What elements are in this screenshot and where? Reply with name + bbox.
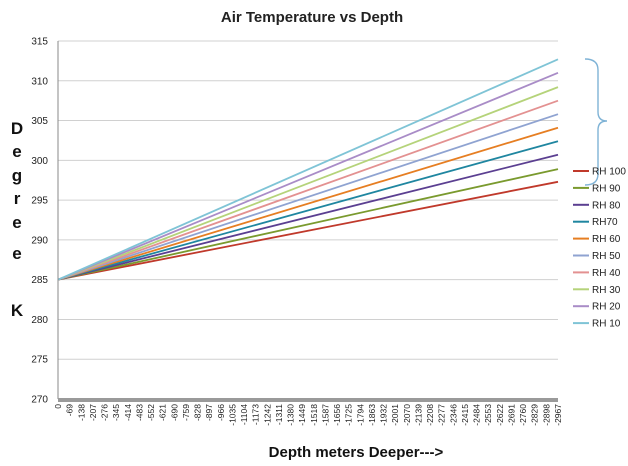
x-tick-label: -828 [193, 404, 203, 421]
x-tick-label: -276 [100, 404, 110, 421]
x-tick-label: -1932 [379, 404, 389, 426]
legend-label: RH 10 [592, 319, 621, 330]
series-line [57, 71, 559, 281]
x-tick-label: -2001 [390, 404, 400, 426]
y-tick-label: 295 [31, 196, 48, 207]
y-tick-label: 305 [31, 116, 48, 127]
y-tick-label: 300 [31, 156, 48, 167]
x-tick-label: -2691 [506, 404, 516, 426]
x-tick-label: -1104 [239, 404, 249, 425]
axes [57, 41, 558, 402]
y-axis-label-char: e [12, 213, 21, 232]
x-tick-label: -1794 [355, 404, 365, 426]
series-line [57, 113, 559, 281]
x-axis-line [58, 398, 558, 402]
x-tick-label: -1311 [274, 404, 284, 425]
x-tick-label: -2346 [448, 404, 458, 426]
x-tick-label: -2484 [472, 404, 482, 426]
x-tick-label: -2898 [541, 404, 551, 426]
series-line [57, 86, 559, 281]
x-tick-label: -1587 [320, 404, 330, 426]
y-axis-label-char: e [12, 142, 21, 161]
x-tick-label: -621 [158, 404, 168, 421]
x-tick-label: -414 [123, 404, 133, 421]
y-tick-label: 275 [31, 355, 48, 366]
x-tick-label: -966 [216, 404, 226, 421]
y-axis-label-char: e [12, 244, 21, 263]
x-tick-label: -2070 [402, 404, 412, 426]
y-axis-label-char: D [11, 119, 23, 138]
x-tick-label: -2622 [495, 404, 505, 426]
x-tick-label: -345 [111, 404, 121, 421]
x-tick-label: -1449 [297, 404, 307, 426]
x-tick-label: -207 [88, 404, 98, 421]
legend-label: RH 50 [592, 251, 621, 262]
x-tick-label: -2967 [553, 404, 563, 426]
x-tick-label: -1035 [227, 404, 237, 426]
series-line [57, 126, 559, 281]
x-tick-label: -2415 [460, 404, 470, 426]
y-tick-label: 310 [31, 76, 48, 87]
y-axis-label-char: g [12, 166, 22, 185]
legend-label: RH 40 [592, 268, 621, 279]
series-line [57, 99, 559, 281]
x-tick-label: -1173 [251, 404, 261, 425]
series-line [57, 140, 559, 281]
legend-label: RH 90 [592, 183, 621, 194]
legend-label: RH70 [592, 217, 618, 228]
y-tick-label: 270 [31, 395, 48, 406]
x-tick-label: -1656 [332, 404, 342, 426]
x-tick-label: -759 [181, 404, 191, 421]
y-tick-label: 290 [31, 235, 48, 246]
legend-label: RH 30 [592, 285, 621, 296]
x-tick-label: -69 [65, 404, 75, 417]
series-line [57, 58, 559, 281]
x-tick-label: -552 [146, 404, 156, 421]
legend-brace [584, 58, 608, 186]
y-tick-label: 315 [31, 37, 48, 48]
x-tick-label: 0 [53, 404, 63, 409]
x-tick-label: -483 [134, 404, 144, 421]
legend-label: RH 100 [592, 167, 626, 178]
x-tick-label: -1863 [367, 404, 377, 426]
legend-label: RH 60 [592, 234, 621, 245]
y-tick-label: 285 [31, 275, 48, 286]
x-tick-labels: 0 -69 -138 -207 -276 -345 -414 -483 -552 -621 -690… [53, 404, 563, 426]
x-tick-label: -2760 [518, 404, 528, 426]
x-tick-label: -2829 [530, 404, 540, 426]
x-tick-label: -2139 [413, 404, 423, 426]
x-tick-label: -690 [169, 404, 179, 421]
y-tick-labels: 270 275 280 285 290 295 300 305 310 315 [31, 37, 48, 406]
chart-title: Air Temperature vs Depth [221, 9, 403, 26]
x-axis-label: Depth meters Deeper---> [269, 444, 444, 461]
legend: RH 100 RH 90 RH 80 RH70 RH 60 RH 50 RH 40 RH 30… [573, 167, 626, 330]
x-tick-label: -897 [204, 404, 214, 421]
series-line [57, 168, 559, 281]
y-axis-label-char: r [14, 189, 21, 208]
x-tick-label: -1725 [344, 404, 354, 426]
x-tick-label: -1242 [262, 404, 272, 426]
legend-label: RH 80 [592, 200, 621, 211]
y-tick-label: 280 [31, 315, 48, 326]
y-axis-label-char: K [11, 301, 24, 320]
x-tick-label: -1518 [309, 404, 319, 426]
series-line [57, 180, 559, 281]
x-tick-label: -2553 [483, 404, 493, 426]
x-tick-label: -2208 [425, 404, 435, 426]
legend-label: RH 20 [592, 302, 621, 313]
series-line [57, 153, 559, 281]
grid-lines [58, 40, 558, 400]
x-tick-label: -1380 [286, 404, 296, 426]
x-tick-label: -2277 [437, 404, 447, 426]
x-tick-label: -138 [76, 404, 86, 421]
series-lines [57, 58, 559, 281]
